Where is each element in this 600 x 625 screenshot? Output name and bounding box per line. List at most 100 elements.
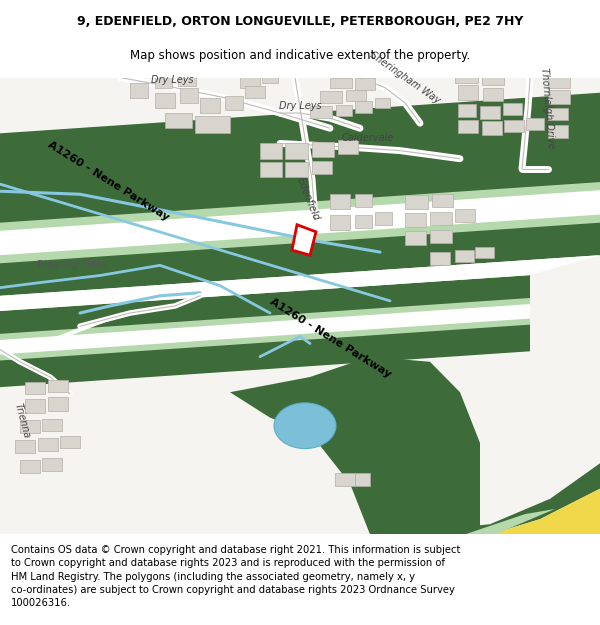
Text: Playing Field: Playing Field xyxy=(37,261,107,271)
Polygon shape xyxy=(155,92,175,108)
Polygon shape xyxy=(130,82,148,98)
Polygon shape xyxy=(355,78,375,89)
Polygon shape xyxy=(338,141,358,154)
Text: Edenfield: Edenfield xyxy=(295,176,321,222)
Polygon shape xyxy=(48,380,68,392)
Polygon shape xyxy=(432,194,453,208)
Polygon shape xyxy=(548,89,570,104)
Polygon shape xyxy=(260,144,282,159)
Text: Dry Leys: Dry Leys xyxy=(151,74,193,84)
Polygon shape xyxy=(480,106,500,119)
Polygon shape xyxy=(483,88,503,101)
Text: Contains OS data © Crown copyright and database right 2021. This information is : Contains OS data © Crown copyright and d… xyxy=(11,545,460,608)
Polygon shape xyxy=(405,195,428,209)
Polygon shape xyxy=(15,440,35,453)
Polygon shape xyxy=(455,209,475,222)
Polygon shape xyxy=(435,463,600,534)
Polygon shape xyxy=(320,91,342,103)
Ellipse shape xyxy=(274,403,336,449)
Polygon shape xyxy=(285,144,308,159)
Polygon shape xyxy=(245,86,265,98)
Polygon shape xyxy=(165,113,192,128)
Polygon shape xyxy=(48,398,68,411)
Polygon shape xyxy=(262,69,278,82)
Polygon shape xyxy=(0,78,600,534)
Polygon shape xyxy=(482,121,502,136)
Text: A1260 - Nene Parkway: A1260 - Nene Parkway xyxy=(46,139,170,222)
Polygon shape xyxy=(225,96,243,110)
Text: A1260 - Nene Parkway: A1260 - Nene Parkway xyxy=(268,297,392,380)
Polygon shape xyxy=(312,161,332,174)
Polygon shape xyxy=(155,72,172,88)
Polygon shape xyxy=(260,162,282,177)
Text: Thornleigh Drive: Thornleigh Drive xyxy=(539,67,557,149)
Polygon shape xyxy=(336,105,352,116)
Polygon shape xyxy=(240,72,260,88)
Polygon shape xyxy=(285,162,308,177)
Polygon shape xyxy=(430,230,452,243)
Polygon shape xyxy=(310,106,332,118)
Polygon shape xyxy=(25,399,45,412)
Polygon shape xyxy=(482,71,504,84)
Polygon shape xyxy=(180,88,198,103)
Text: Sheringham Way: Sheringham Way xyxy=(368,49,442,106)
Polygon shape xyxy=(458,84,478,100)
Polygon shape xyxy=(375,98,390,108)
Text: Caldervale: Caldervale xyxy=(342,133,394,143)
Polygon shape xyxy=(355,101,372,113)
Polygon shape xyxy=(330,214,350,230)
Polygon shape xyxy=(0,92,600,296)
Polygon shape xyxy=(548,125,568,138)
Polygon shape xyxy=(355,194,372,208)
Polygon shape xyxy=(490,489,600,534)
Polygon shape xyxy=(405,213,426,227)
Polygon shape xyxy=(375,211,392,225)
Polygon shape xyxy=(504,120,524,132)
Polygon shape xyxy=(25,382,45,394)
Polygon shape xyxy=(178,71,196,86)
Polygon shape xyxy=(312,142,334,157)
Polygon shape xyxy=(230,357,480,534)
Polygon shape xyxy=(42,458,62,471)
Polygon shape xyxy=(458,104,476,117)
Polygon shape xyxy=(526,118,544,130)
Polygon shape xyxy=(60,436,80,448)
Polygon shape xyxy=(42,419,62,431)
Polygon shape xyxy=(475,247,494,258)
Polygon shape xyxy=(0,78,600,534)
Polygon shape xyxy=(0,182,600,263)
Polygon shape xyxy=(405,231,426,245)
Polygon shape xyxy=(0,190,600,255)
Polygon shape xyxy=(548,108,568,120)
Polygon shape xyxy=(0,298,530,361)
Polygon shape xyxy=(330,194,350,209)
Polygon shape xyxy=(430,252,450,266)
Polygon shape xyxy=(195,116,230,133)
Polygon shape xyxy=(0,275,530,387)
Polygon shape xyxy=(0,255,600,311)
Polygon shape xyxy=(330,78,352,88)
Text: Trienna: Trienna xyxy=(13,402,32,439)
Polygon shape xyxy=(458,120,478,133)
Polygon shape xyxy=(455,69,478,82)
Text: Map shows position and indicative extent of the property.: Map shows position and indicative extent… xyxy=(130,49,470,62)
Polygon shape xyxy=(20,460,40,474)
Polygon shape xyxy=(455,250,474,262)
Polygon shape xyxy=(335,474,355,486)
Polygon shape xyxy=(548,76,570,88)
Polygon shape xyxy=(503,103,522,115)
Polygon shape xyxy=(292,225,316,255)
Polygon shape xyxy=(200,98,220,113)
Polygon shape xyxy=(38,438,58,451)
Text: 9, EDENFIELD, ORTON LONGUEVILLE, PETERBOROUGH, PE2 7HY: 9, EDENFIELD, ORTON LONGUEVILLE, PETERBO… xyxy=(77,15,523,28)
Polygon shape xyxy=(355,214,372,228)
Polygon shape xyxy=(0,304,530,354)
Polygon shape xyxy=(0,159,155,382)
Polygon shape xyxy=(0,316,110,352)
Polygon shape xyxy=(346,89,366,101)
Polygon shape xyxy=(465,509,555,534)
Polygon shape xyxy=(20,419,40,433)
Polygon shape xyxy=(355,474,370,486)
Polygon shape xyxy=(430,211,452,225)
Text: Dry Leys: Dry Leys xyxy=(278,101,322,111)
